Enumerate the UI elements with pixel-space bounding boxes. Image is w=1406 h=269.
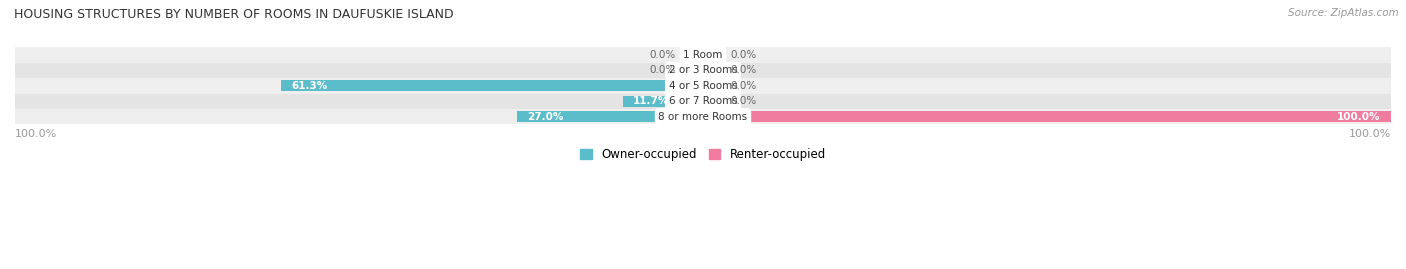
Text: 0.0%: 0.0%	[731, 96, 756, 106]
Text: 0.0%: 0.0%	[731, 50, 756, 60]
Bar	[15, 63, 1391, 78]
Bar	[15, 78, 1391, 94]
Bar	[703, 49, 720, 61]
Text: 2 or 3 Rooms: 2 or 3 Rooms	[669, 65, 737, 75]
Bar	[15, 47, 1391, 63]
Text: 27.0%: 27.0%	[527, 112, 564, 122]
Text: 61.3%: 61.3%	[291, 81, 328, 91]
Text: 0.0%: 0.0%	[731, 81, 756, 91]
Bar	[15, 109, 1391, 125]
Text: 4 or 5 Rooms: 4 or 5 Rooms	[669, 81, 737, 91]
Bar	[686, 49, 703, 61]
Bar	[15, 94, 1391, 109]
Text: 100.0%: 100.0%	[1337, 112, 1381, 122]
Bar	[517, 111, 703, 122]
Bar	[623, 96, 703, 107]
Bar	[686, 65, 703, 76]
Text: 100.0%: 100.0%	[15, 129, 58, 139]
Text: 0.0%: 0.0%	[731, 65, 756, 75]
Text: Source: ZipAtlas.com: Source: ZipAtlas.com	[1288, 8, 1399, 18]
Bar	[281, 80, 703, 91]
Text: 100.0%: 100.0%	[1348, 129, 1391, 139]
Bar	[703, 80, 720, 91]
Text: 1 Room: 1 Room	[683, 50, 723, 60]
Legend: Owner-occupied, Renter-occupied: Owner-occupied, Renter-occupied	[579, 148, 827, 161]
Text: HOUSING STRUCTURES BY NUMBER OF ROOMS IN DAUFUSKIE ISLAND: HOUSING STRUCTURES BY NUMBER OF ROOMS IN…	[14, 8, 454, 21]
Text: 6 or 7 Rooms: 6 or 7 Rooms	[669, 96, 737, 106]
Bar	[703, 65, 720, 76]
Bar	[703, 96, 720, 107]
Text: 0.0%: 0.0%	[650, 65, 675, 75]
Text: 0.0%: 0.0%	[650, 50, 675, 60]
Bar	[703, 111, 1391, 122]
Text: 11.7%: 11.7%	[633, 96, 669, 106]
Text: 8 or more Rooms: 8 or more Rooms	[658, 112, 748, 122]
